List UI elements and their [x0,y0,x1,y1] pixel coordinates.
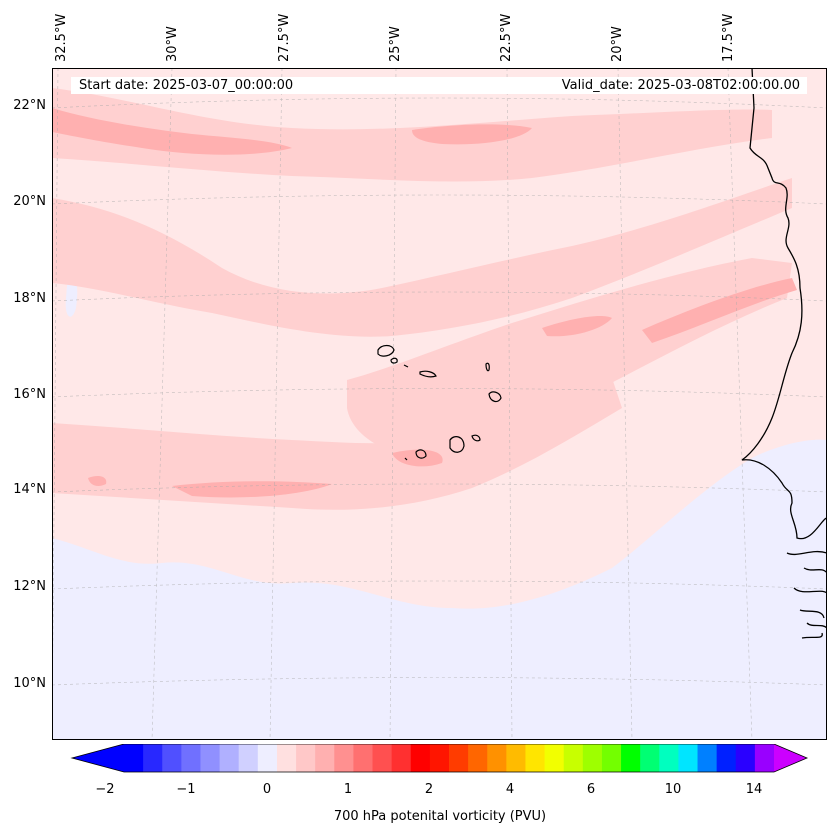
colorbar-segment [257,744,278,772]
colorbar-segment [621,744,641,772]
colorbar-segment [525,744,546,772]
colorbar-segment [716,744,737,772]
colorbar-tick: −1 [176,782,196,797]
lat-label-16n: 16°N [13,387,46,402]
lon-label-32.5w: 32.5°W [54,13,69,62]
map-frame [52,68,827,740]
colorbar-tick: 6 [586,782,596,797]
colorbar-extend-max [774,744,807,772]
colorbar-segment [449,744,469,772]
colorbar-segment [181,744,201,772]
colorbar-title: 700 hPa potenital vorticity (PVU) [333,809,547,824]
lon-label-27.5w: 27.5°W [277,13,292,62]
lat-label-10n: 10°N [13,676,46,691]
lat-label-12n: 12°N [13,579,46,594]
colorbar-segment [697,744,718,772]
colorbar-segment [506,744,526,772]
colorbar-segment [640,744,660,772]
pv-patch-2 [412,124,532,145]
colorbar-segment [563,744,584,772]
colorbar-segment [372,744,393,772]
lon-label-25w: 25°W [388,26,403,62]
cabo-verde-islands [377,344,502,461]
colorbar-segment [334,744,354,772]
african-coastline [741,68,827,540]
colorbar-outline [70,744,809,773]
gridlines [52,68,827,740]
lat-label-22n: 22°N [13,98,46,113]
negative-pv-area-south [52,439,827,740]
colorbar-tick: −2 [95,782,115,797]
colorbar-segment [582,744,603,772]
colorbar-extend-min [72,744,124,772]
valid-date-label: Valid_date: 2025-03-08T02:00:00.00 [561,78,800,93]
lon-label-30w: 30°W [165,26,180,62]
colorbar-tick: 0 [262,782,272,797]
colorbar [70,744,809,773]
colorbar-segment [429,744,450,772]
colorbar-segment [678,744,699,772]
colorbar-segment [601,744,622,772]
african-coastline-south [786,550,827,639]
colorbar-segment [315,744,335,772]
colorbar-segment [410,744,431,772]
pv-patch-3 [542,316,612,337]
colorbar-tick: 10 [664,782,682,797]
colorbar-tick: 4 [505,782,515,797]
colorbar-segment [143,744,163,772]
pv-band-central [347,258,792,454]
lon-label-20w: 20°W [610,26,625,62]
colorbar-segment [296,744,316,772]
pv-band-mid [52,178,792,337]
colorbar-segment [238,744,259,772]
pv-patch-4 [642,278,797,343]
colorbar-segment [200,744,221,772]
colorbar-tick: 14 [745,782,763,797]
colorbar-segment [162,744,182,772]
colorbar-segment [391,744,412,772]
info-bar [71,77,807,94]
lon-label-17.5w: 17.5°W [721,13,736,62]
pv-map [52,68,827,740]
colorbar-segment [754,744,775,772]
colorbar-tick: 1 [343,782,353,797]
pv-band-south [52,378,622,510]
colorbar-segment [468,744,488,772]
lon-label-22.5w: 22.5°W [499,13,514,62]
colorbar-segment [544,744,565,772]
pv-band-north [52,88,772,182]
colorbar-segment [124,744,144,772]
colorbar-segment [735,744,756,772]
pv-patch-6 [392,449,443,467]
colorbar-segment [659,744,679,772]
colorbar-segment [276,744,297,772]
colorbar-segment [487,744,507,772]
colorbar-segment [219,744,240,772]
lat-label-18n: 18°N [13,291,46,306]
lat-label-20n: 20°N [13,194,46,209]
pv-patch-1 [52,108,292,155]
start-date-label: Start date: 2025-03-07_00:00:00 [79,78,294,93]
lat-label-14n: 14°N [13,482,46,497]
colorbar-tick: 2 [424,782,434,797]
colorbar-segment [353,744,374,772]
pv-patch-7 [88,476,107,486]
